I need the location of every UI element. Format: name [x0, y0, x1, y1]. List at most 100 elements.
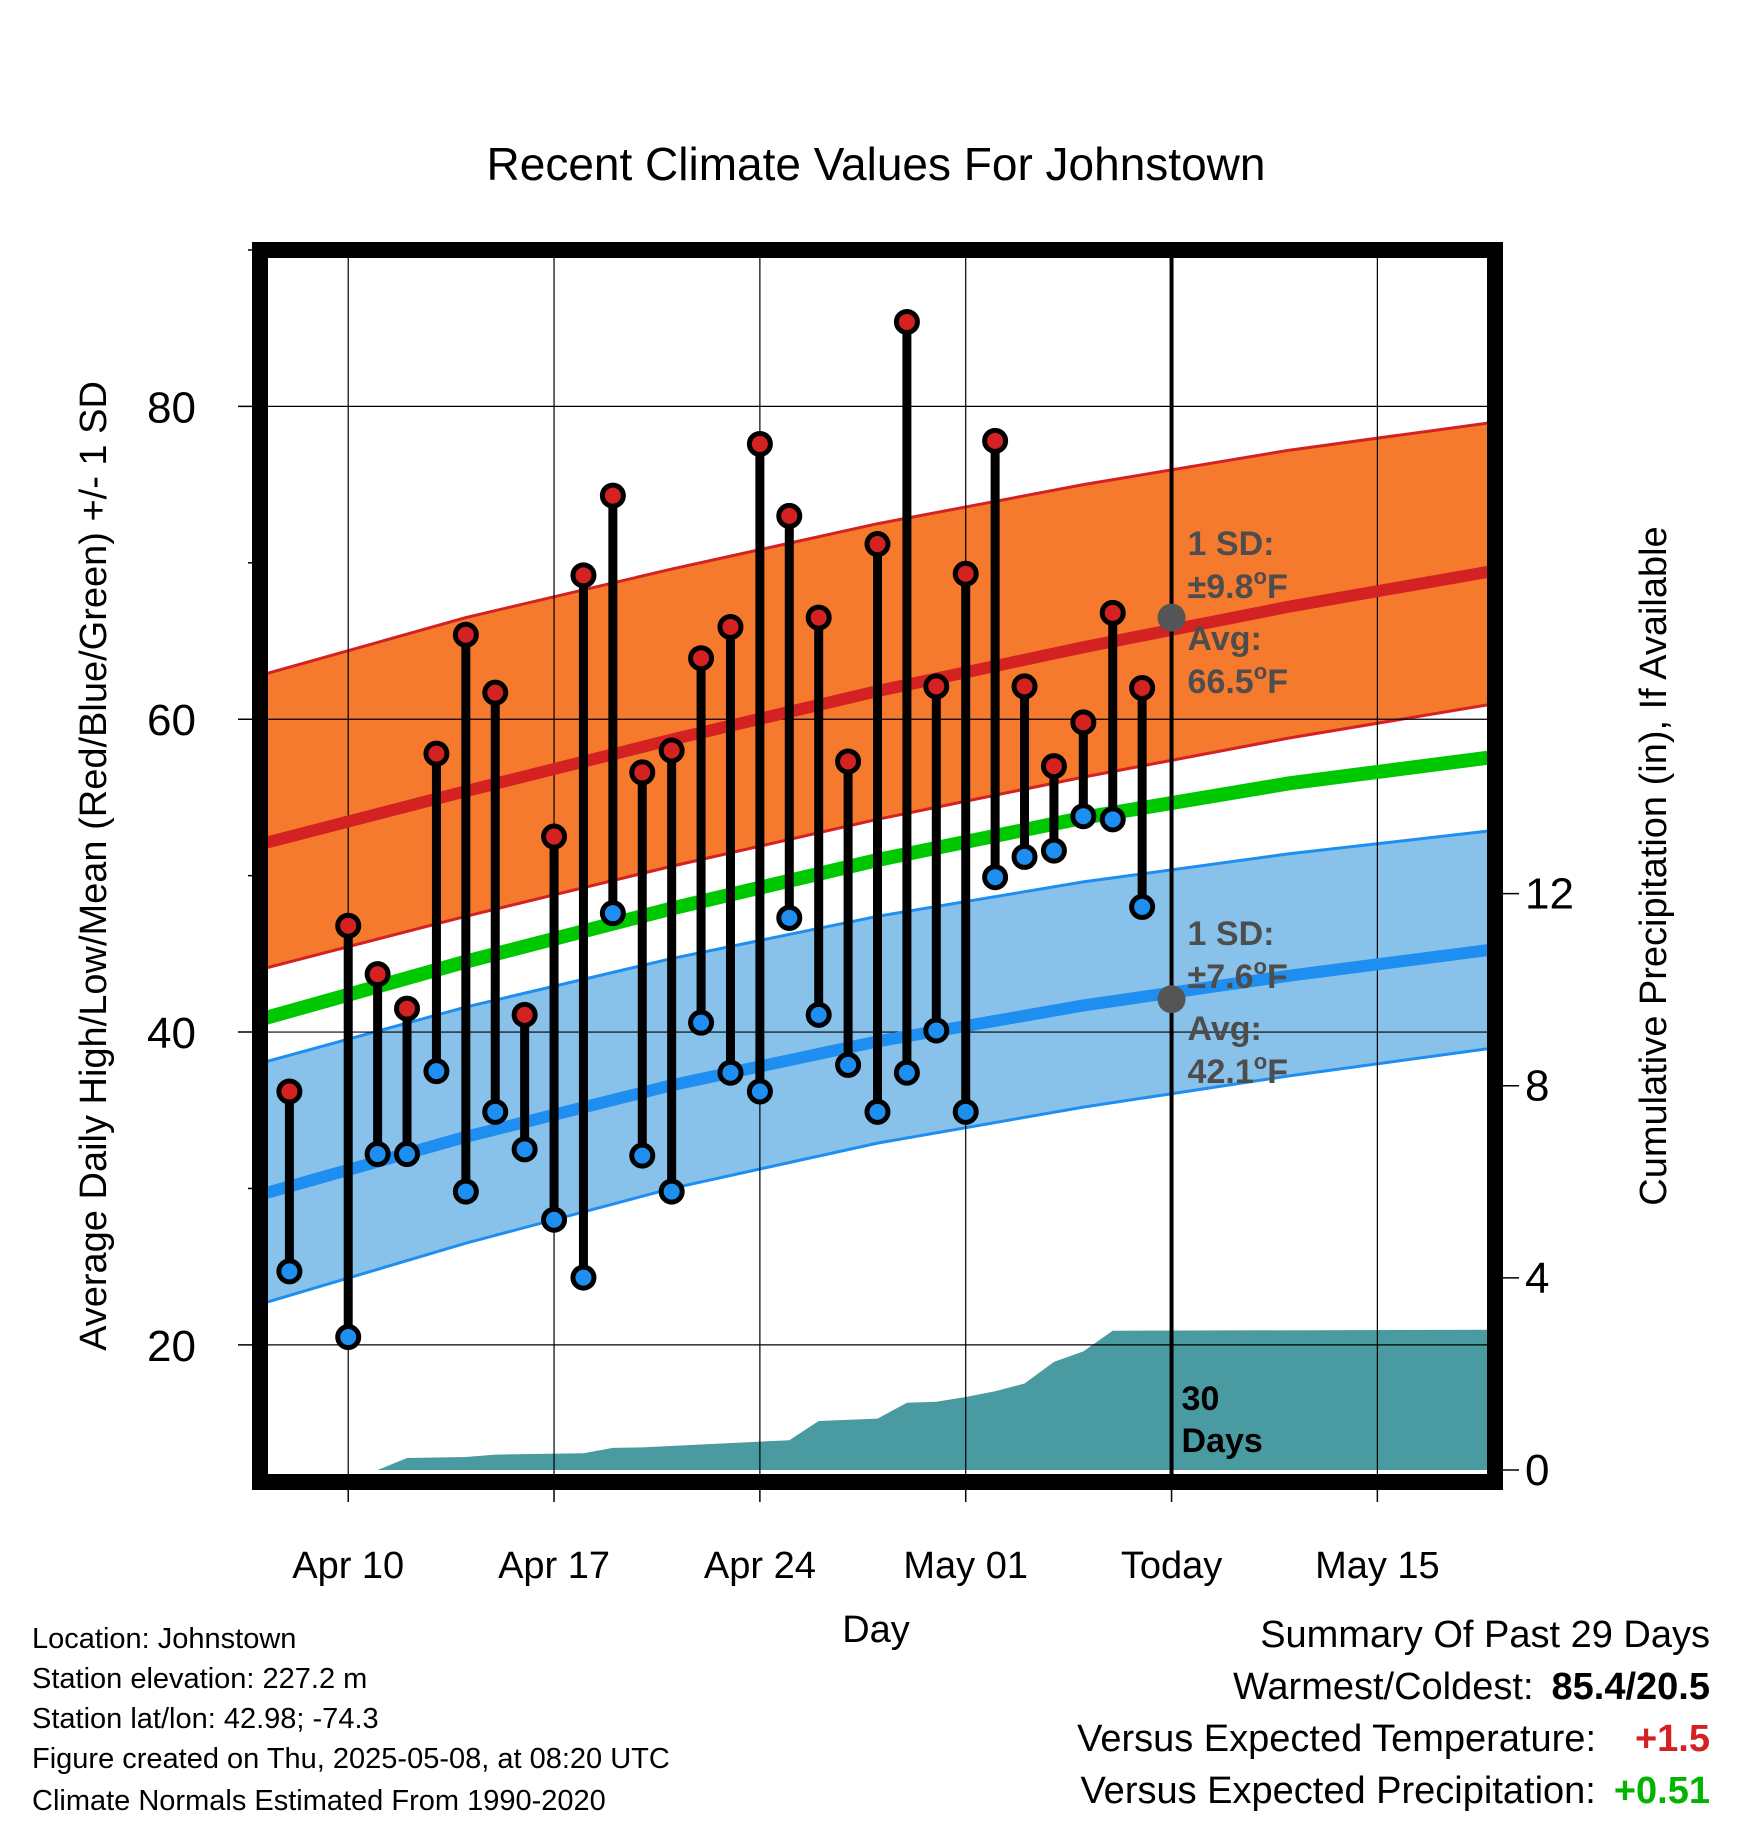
high-sd-label: 1 SD: — [1188, 525, 1275, 563]
obs-low-point — [952, 1098, 979, 1125]
obs-high-point — [452, 621, 479, 648]
obs-high-point — [688, 645, 715, 672]
obs-low-point — [1040, 837, 1067, 864]
obs-low-point — [746, 1078, 773, 1105]
obs-high-point — [394, 995, 421, 1022]
y2-tick-label: 8 — [1525, 1062, 1549, 1111]
obs-low-point — [982, 864, 1009, 891]
obs-high-point — [599, 482, 626, 509]
info-normals: Climate Normals Estimated From 1990-2020 — [32, 1785, 606, 1817]
obs-low-point — [1129, 893, 1156, 920]
obs-high-point — [335, 912, 362, 939]
y-tick-label: 40 — [147, 1009, 196, 1058]
obs-low-point — [482, 1098, 509, 1125]
y2-axis-label: Cumulative Precipitation (in), If Availa… — [1633, 526, 1675, 1205]
obs-low-point — [276, 1258, 303, 1285]
plot-frame — [252, 242, 1503, 1490]
obs-high-point — [511, 1001, 538, 1028]
obs-high-point — [629, 759, 656, 786]
obs-low-point — [776, 904, 803, 931]
y2-tick-label: 0 — [1525, 1446, 1549, 1495]
summary-precip-row: Versus Expected Precipitation: +0.51 — [1080, 1770, 1710, 1813]
today-low-avg-marker — [1157, 985, 1186, 1014]
x-axis-label: Day — [842, 1609, 910, 1651]
obs-high-point — [541, 823, 568, 850]
obs-low-point — [688, 1009, 715, 1036]
obs-high-point — [1070, 709, 1097, 736]
obs-high-point — [1011, 673, 1038, 700]
obs-low-point — [805, 1001, 832, 1028]
obs-high-point — [746, 430, 773, 457]
y-tick-label: 80 — [147, 383, 196, 432]
obs-high-point — [717, 613, 744, 640]
x-tick-label: May 15 — [1315, 1545, 1440, 1587]
y2-tick-label: 12 — [1525, 870, 1574, 919]
info-elevation: Station elevation: 227.2 m — [32, 1663, 368, 1695]
obs-low-point — [541, 1206, 568, 1233]
summary-precip-value: +0.51 — [1613, 1770, 1710, 1812]
today-high-avg-marker — [1157, 603, 1186, 632]
obs-high-point — [570, 562, 597, 589]
x-tick-label: Apr 17 — [498, 1545, 610, 1587]
y-tick-label: 60 — [147, 696, 196, 745]
x-tick-label: Apr 10 — [292, 1545, 404, 1587]
days-count-word: Days — [1182, 1422, 1263, 1460]
high-sd-value: ±9.8oF — [1188, 564, 1288, 606]
low-sd-label: 1 SD: — [1188, 915, 1275, 953]
low-sd-value: ±7.6oF — [1188, 954, 1288, 996]
obs-high-point — [776, 502, 803, 529]
x-tick-label: May 01 — [903, 1545, 1028, 1587]
summary-temp-row: Versus Expected Temperature: +1.5 — [1077, 1718, 1710, 1761]
x-tick-label: Today — [1121, 1545, 1222, 1587]
obs-low-point — [658, 1178, 685, 1205]
info-latlon: Station lat/lon: 42.98; -74.3 — [32, 1703, 379, 1735]
summary-warmest-row: Warmest/Coldest: 85.4/20.5 — [1233, 1666, 1710, 1709]
high-avg-label: Avg: — [1188, 620, 1262, 658]
y2-tick-label: 4 — [1525, 1254, 1549, 1303]
info-created: Figure created on Thu, 2025-05-08, at 08… — [32, 1743, 670, 1775]
obs-high-point — [1129, 674, 1156, 701]
obs-high-point — [805, 604, 832, 631]
obs-high-point — [276, 1078, 303, 1105]
obs-high-point — [864, 531, 891, 558]
chart-title: Recent Climate Values For Johnstown — [487, 138, 1266, 190]
obs-high-point — [923, 673, 950, 700]
obs-low-point — [1070, 803, 1097, 830]
obs-high-point — [1040, 753, 1067, 780]
days-count-number: 30 — [1182, 1380, 1220, 1418]
obs-low-point — [717, 1059, 744, 1086]
obs-low-point — [1099, 806, 1126, 833]
obs-low-point — [599, 900, 626, 927]
info-location: Location: Johnstown — [32, 1623, 297, 1655]
obs-high-point — [835, 748, 862, 775]
summary-warmest-label: Warmest/Coldest: — [1232, 1666, 1534, 1708]
obs-low-point — [423, 1058, 450, 1085]
summary-warmest-value: 85.4/20.5 — [1551, 1666, 1710, 1708]
summary-temp-value: +1.5 — [1634, 1718, 1710, 1760]
obs-high-point — [482, 679, 509, 706]
obs-low-point — [335, 1324, 362, 1351]
obs-high-point — [952, 560, 979, 587]
low-avg-value: 42.1oF — [1188, 1049, 1288, 1091]
obs-high-point — [982, 427, 1009, 454]
obs-high-point — [893, 308, 920, 335]
obs-low-point — [511, 1136, 538, 1163]
obs-low-point — [864, 1098, 891, 1125]
y-tick-label: 20 — [147, 1322, 196, 1371]
summary-title: Summary Of Past 29 Days — [1260, 1614, 1710, 1656]
obs-low-point — [835, 1051, 862, 1078]
high-sd-upper-line — [260, 420, 1495, 677]
summary-temp-label: Versus Expected Temperature: — [1077, 1718, 1596, 1760]
obs-low-point — [629, 1142, 656, 1169]
obs-high-point — [364, 961, 391, 988]
obs-low-point — [364, 1141, 391, 1168]
obs-high-point — [423, 740, 450, 767]
obs-low-point — [923, 1017, 950, 1044]
x-tick-label: Apr 24 — [704, 1545, 816, 1587]
obs-low-point — [394, 1141, 421, 1168]
y-axis-label: Average Daily High/Low/Mean (Red/Blue/Gr… — [73, 381, 115, 1351]
obs-low-point — [452, 1178, 479, 1205]
high-avg-value: 66.5oF — [1188, 659, 1288, 701]
